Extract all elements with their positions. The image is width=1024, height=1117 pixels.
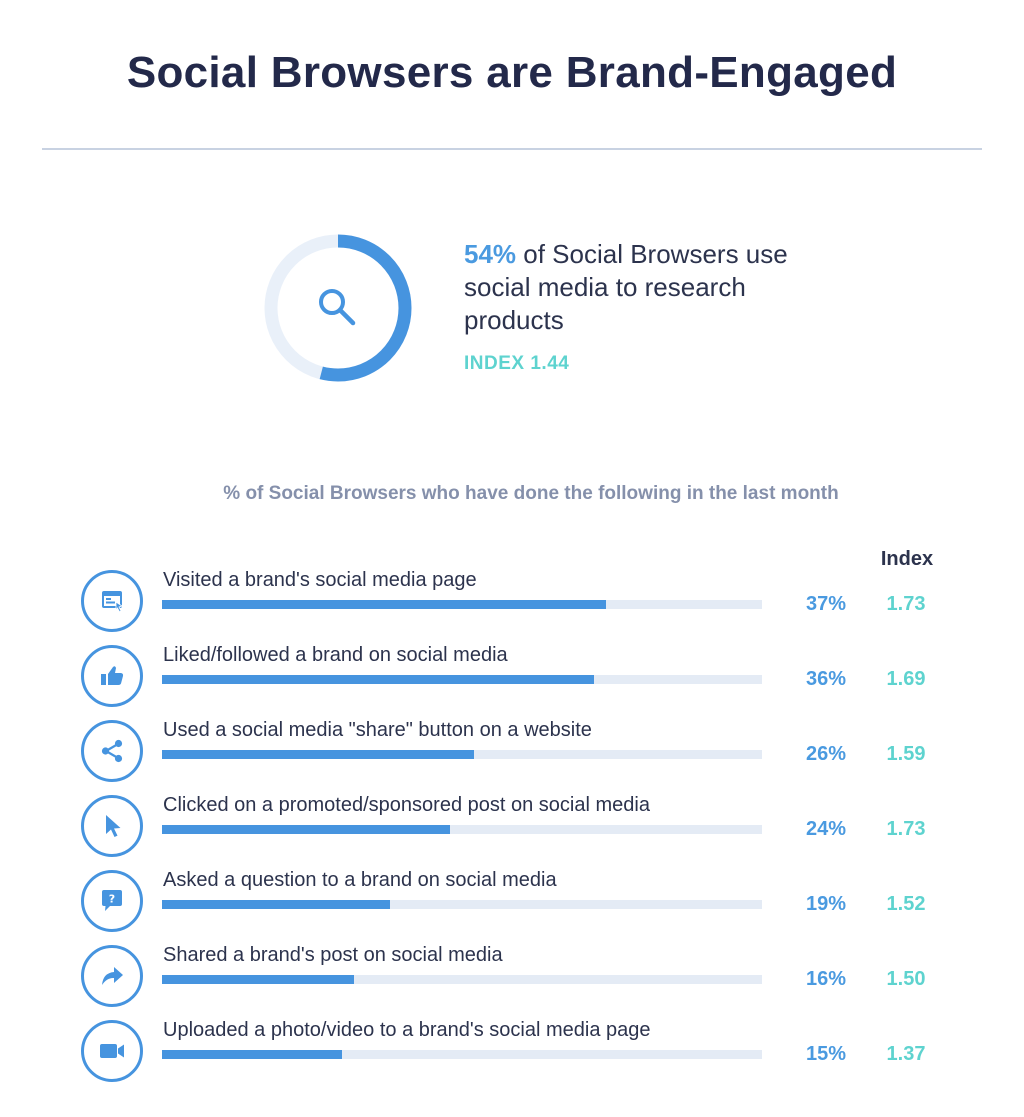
chart-row: ? Asked a question to a brand on social m… bbox=[0, 869, 1024, 944]
donut-arc bbox=[264, 234, 412, 382]
bar bbox=[162, 750, 474, 759]
index-value: 1.69 bbox=[886, 668, 926, 690]
svg-text:?: ? bbox=[109, 893, 115, 906]
bar-value-label: 36% bbox=[805, 668, 847, 690]
headline-stat: 54% of Social Browsers use social media … bbox=[464, 238, 824, 375]
bar bbox=[162, 825, 450, 834]
webpage-icon bbox=[81, 570, 143, 632]
index-value: 1.37 bbox=[886, 1043, 926, 1065]
index-value: 1.59 bbox=[886, 743, 926, 765]
magnifier-icon bbox=[319, 289, 356, 326]
bar-track bbox=[162, 750, 762, 759]
page-title: Social Browsers are Brand-Engaged bbox=[126, 48, 898, 97]
bar-track bbox=[162, 975, 762, 984]
chart-row: Used a social media "share" button on a … bbox=[0, 719, 1024, 794]
bar bbox=[162, 1050, 342, 1059]
bar-category-label: Shared a brand's post on social media bbox=[163, 944, 503, 966]
headline-description: of Social Browsers use social media to r… bbox=[464, 239, 788, 335]
headline-donut bbox=[264, 234, 412, 382]
bar-track bbox=[162, 675, 762, 684]
bar bbox=[162, 900, 390, 909]
chart-row: Shared a brand's post on social media 16%… bbox=[0, 944, 1024, 1019]
chart-row: Liked/followed a brand on social media 36… bbox=[0, 644, 1024, 719]
bar-value-label: 26% bbox=[805, 743, 847, 765]
cursor-icon bbox=[81, 795, 143, 857]
bar-value-label: 19% bbox=[805, 893, 847, 915]
bar-value-label: 15% bbox=[805, 1043, 847, 1065]
thumbs-up-icon bbox=[81, 645, 143, 707]
bar-track bbox=[162, 825, 762, 834]
bar-category-label: Visited a brand's social media page bbox=[163, 569, 477, 591]
video-camera-icon bbox=[81, 1020, 143, 1082]
title-divider bbox=[42, 148, 982, 150]
index-value: 1.52 bbox=[886, 893, 926, 915]
bar-category-label: Uploaded a photo/video to a brand's soci… bbox=[163, 1019, 651, 1041]
bar-category-label: Asked a question to a brand on social me… bbox=[163, 869, 557, 891]
bar bbox=[162, 600, 606, 609]
bar bbox=[162, 975, 354, 984]
forward-arrow-icon bbox=[81, 945, 143, 1007]
bar-track bbox=[162, 900, 762, 909]
chart-subtitle: % of Social Browsers who have done the f… bbox=[223, 483, 839, 504]
share-icon bbox=[81, 720, 143, 782]
headline-percent: 54% bbox=[464, 239, 517, 269]
bar-value-label: 16% bbox=[805, 968, 847, 990]
bar-category-label: Used a social media "share" button on a … bbox=[163, 719, 592, 741]
index-value: 1.73 bbox=[886, 818, 926, 840]
bar-category-label: Clicked on a promoted/sponsored post on … bbox=[163, 794, 650, 816]
headline-index: INDEX 1.44 bbox=[464, 353, 570, 374]
index-value: 1.73 bbox=[886, 593, 926, 615]
index-column-header: Index bbox=[880, 548, 934, 570]
index-value: 1.50 bbox=[886, 968, 926, 990]
bar-track bbox=[162, 600, 762, 609]
bar-value-label: 37% bbox=[805, 593, 847, 615]
chart-row: Clicked on a promoted/sponsored post on … bbox=[0, 794, 1024, 869]
question-bubble-icon: ? bbox=[81, 870, 143, 932]
bar-value-label: 24% bbox=[805, 818, 847, 840]
chart-row: Uploaded a photo/video to a brand's soci… bbox=[0, 1019, 1024, 1094]
bar-category-label: Liked/followed a brand on social media bbox=[163, 644, 508, 666]
chart-row: Visited a brand's social media page 37% 1.… bbox=[0, 569, 1024, 644]
bar bbox=[162, 675, 594, 684]
headline-stat-text: 54% of Social Browsers use social media … bbox=[464, 238, 824, 337]
bar-track bbox=[162, 1050, 762, 1059]
